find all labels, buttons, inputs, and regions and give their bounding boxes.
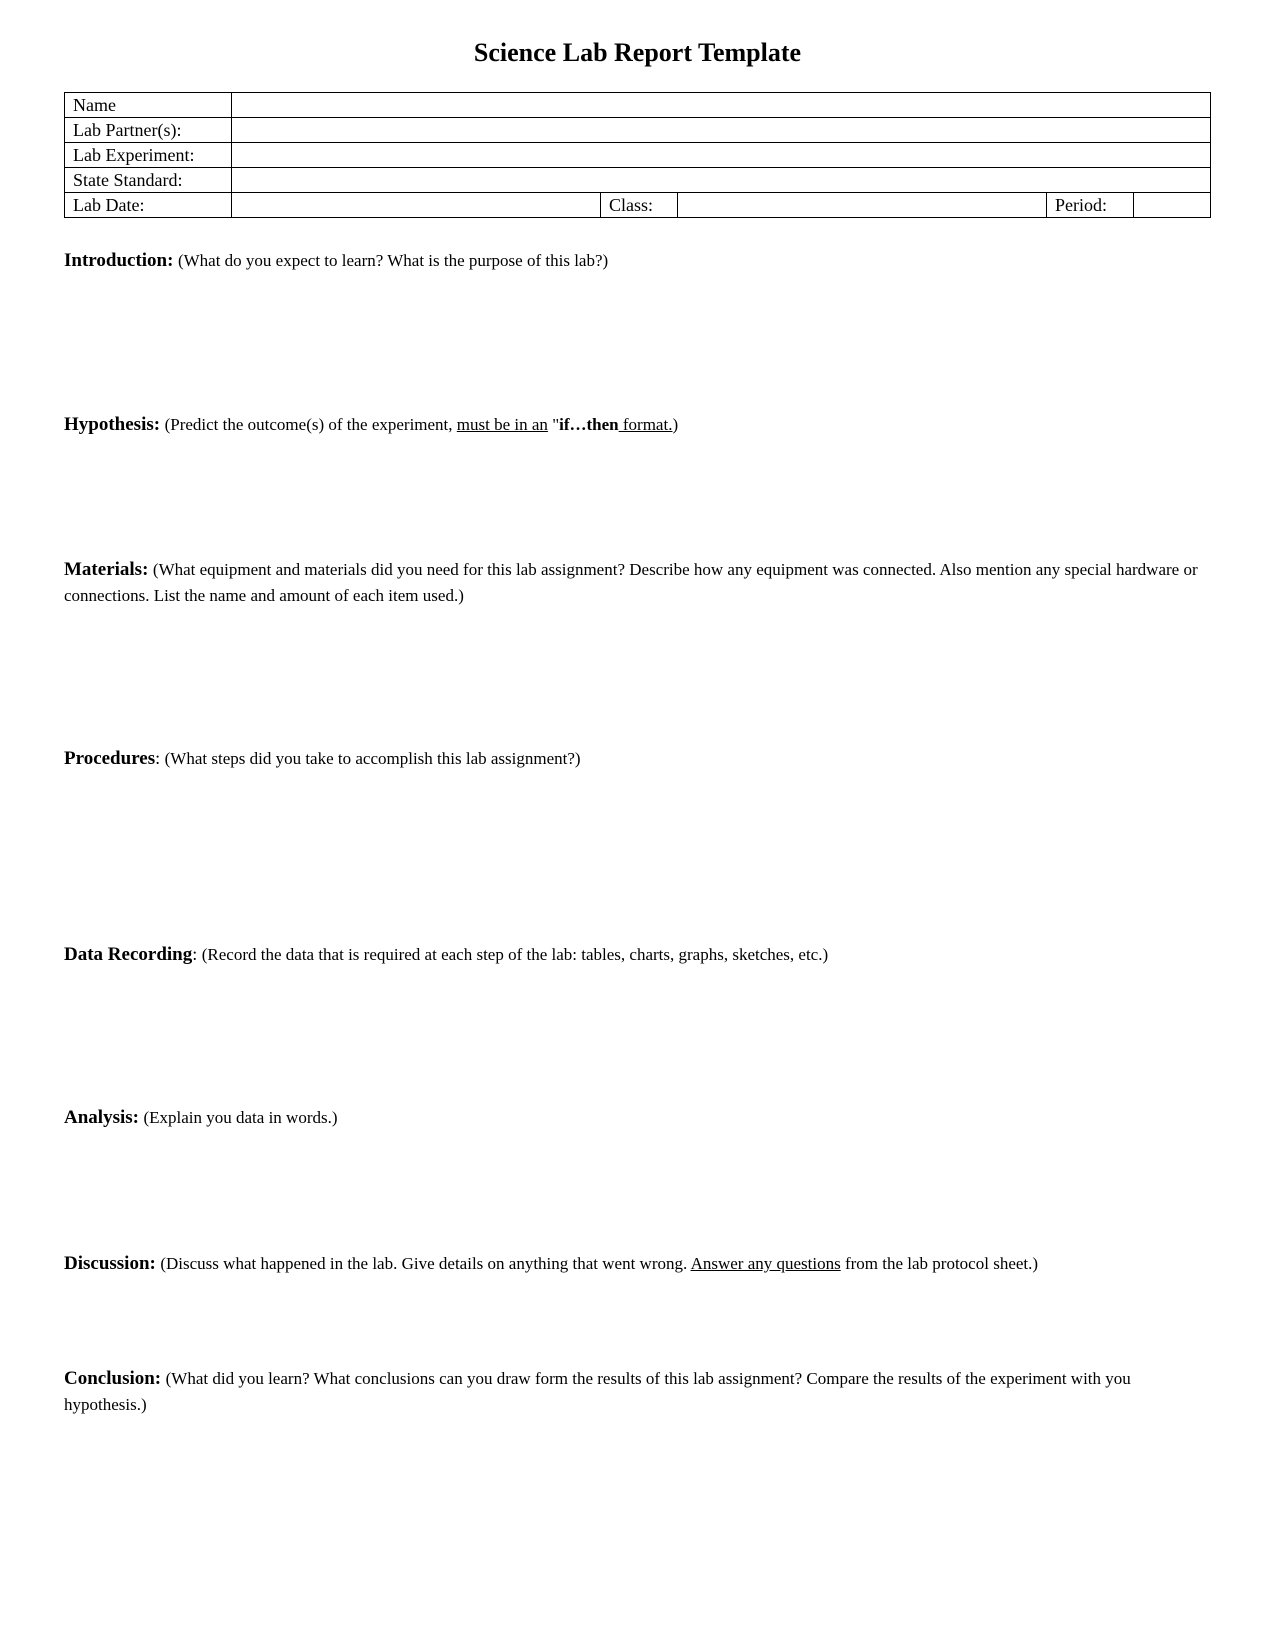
label-standard: State Standard: [65, 168, 232, 193]
header-row-standard: State Standard: [65, 168, 1211, 193]
discussion-heading: Discussion: [64, 1253, 156, 1274]
label-class: Class: [601, 193, 678, 218]
hypothesis-desc: (Predict the outcome(s) of the experimen… [165, 415, 679, 434]
conclusion-heading: Conclusion: [64, 1368, 161, 1389]
header-row-name: Name [65, 93, 1211, 118]
field-lab-date[interactable] [232, 193, 601, 218]
hypothesis-heading: Hypothesis: [64, 414, 160, 435]
label-partners: Lab Partner(s): [65, 118, 232, 143]
field-name[interactable] [232, 93, 1211, 118]
label-period: Period: [1047, 193, 1134, 218]
label-name: Name [65, 93, 232, 118]
section-materials: Materials: (What equipment and materials… [64, 557, 1211, 608]
header-row-partners: Lab Partner(s): [65, 118, 1211, 143]
introduction-heading: Introduction: [64, 250, 173, 271]
field-standard[interactable] [232, 168, 1211, 193]
field-partners[interactable] [232, 118, 1211, 143]
materials-desc: (What equipment and materials did you ne… [64, 560, 1198, 605]
field-class[interactable] [678, 193, 1047, 218]
header-table: Name Lab Partner(s): Lab Experiment: Sta… [64, 92, 1211, 218]
section-introduction: Introduction: (What do you expect to lea… [64, 248, 1211, 274]
introduction-desc: (What do you expect to learn? What is th… [178, 251, 608, 270]
section-discussion: Discussion: (Discuss what happened in th… [64, 1251, 1211, 1277]
analysis-heading: Analysis: [64, 1107, 139, 1128]
header-row-experiment: Lab Experiment: [65, 143, 1211, 168]
document-title: Science Lab Report Template [64, 38, 1211, 68]
section-analysis: Analysis: (Explain you data in words.) [64, 1105, 1211, 1131]
section-conclusion: Conclusion: (What did you learn? What co… [64, 1366, 1211, 1417]
field-period[interactable] [1134, 193, 1211, 218]
discussion-desc: (Discuss what happened in the lab. Give … [160, 1254, 1038, 1273]
section-hypothesis: Hypothesis: (Predict the outcome(s) of t… [64, 412, 1211, 438]
procedures-heading: Procedures [64, 748, 155, 769]
conclusion-desc: (What did you learn? What conclusions ca… [64, 1369, 1131, 1414]
data-recording-heading: Data Recording [64, 944, 192, 965]
field-experiment[interactable] [232, 143, 1211, 168]
section-procedures: Procedures: (What steps did you take to … [64, 746, 1211, 772]
analysis-desc: (Explain you data in words.) [143, 1108, 337, 1127]
label-lab-date: Lab Date: [65, 193, 232, 218]
materials-heading: Materials: [64, 559, 148, 580]
procedures-desc: (What steps did you take to accomplish t… [165, 749, 581, 768]
label-experiment: Lab Experiment: [65, 143, 232, 168]
header-row-date-class-period: Lab Date: Class: Period: [65, 193, 1211, 218]
section-data-recording: Data Recording: (Record the data that is… [64, 942, 1211, 968]
data-recording-desc: (Record the data that is required at eac… [202, 945, 828, 964]
